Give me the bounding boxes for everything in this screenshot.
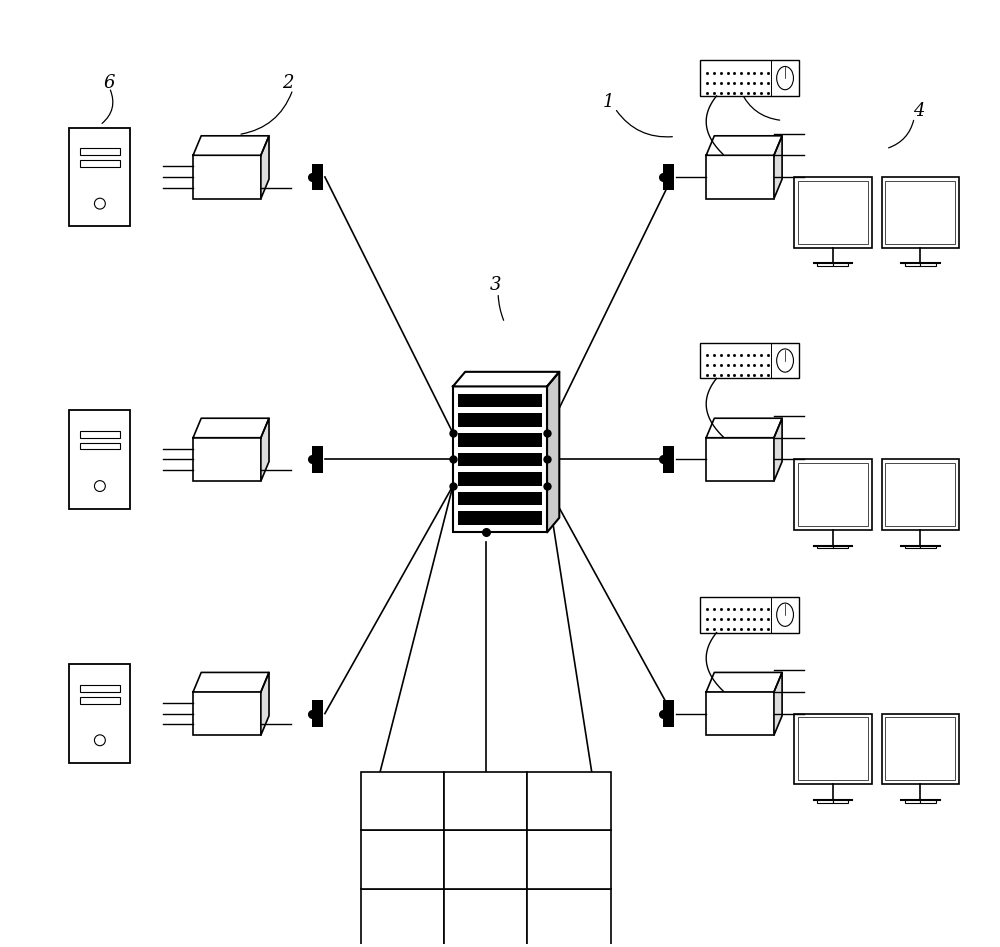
Bar: [527, 831, 611, 888]
Polygon shape: [193, 419, 269, 438]
Bar: [458, 453, 542, 466]
Bar: [905, 545, 920, 548]
Ellipse shape: [777, 66, 793, 90]
Bar: [361, 773, 444, 831]
Bar: [193, 438, 261, 481]
Bar: [444, 773, 527, 831]
Circle shape: [94, 735, 105, 745]
Bar: [69, 664, 130, 763]
Bar: [817, 545, 833, 548]
Bar: [193, 155, 261, 199]
Ellipse shape: [777, 603, 793, 626]
Bar: [80, 160, 120, 167]
Bar: [80, 442, 120, 450]
Bar: [794, 177, 872, 247]
Bar: [69, 410, 130, 509]
Bar: [700, 61, 799, 96]
Bar: [833, 799, 848, 802]
Bar: [444, 888, 527, 947]
Bar: [80, 697, 120, 704]
Bar: [80, 431, 120, 438]
Bar: [920, 263, 936, 266]
Text: 6: 6: [104, 74, 115, 92]
Bar: [700, 343, 799, 379]
Polygon shape: [774, 135, 782, 199]
Polygon shape: [453, 372, 559, 386]
Polygon shape: [261, 135, 269, 199]
Bar: [706, 155, 774, 199]
Bar: [905, 263, 920, 266]
Bar: [69, 128, 130, 226]
Bar: [361, 831, 444, 888]
Bar: [80, 149, 120, 155]
Bar: [700, 597, 799, 633]
Bar: [920, 545, 936, 548]
Polygon shape: [261, 419, 269, 481]
Polygon shape: [774, 419, 782, 481]
Bar: [794, 459, 872, 530]
Bar: [453, 386, 547, 532]
Circle shape: [94, 481, 105, 491]
Polygon shape: [774, 672, 782, 735]
Bar: [458, 473, 542, 486]
Bar: [458, 433, 542, 447]
Bar: [80, 685, 120, 692]
Bar: [458, 413, 542, 427]
Polygon shape: [193, 135, 269, 155]
Bar: [663, 446, 674, 473]
Bar: [458, 491, 542, 506]
Bar: [882, 714, 959, 784]
Bar: [444, 831, 527, 888]
Circle shape: [94, 198, 105, 209]
Polygon shape: [261, 672, 269, 735]
Polygon shape: [706, 135, 782, 155]
Bar: [817, 263, 833, 266]
Bar: [833, 263, 848, 266]
Bar: [905, 799, 920, 802]
Text: 2: 2: [282, 74, 294, 92]
Bar: [312, 701, 323, 726]
Bar: [312, 164, 323, 190]
Bar: [527, 773, 611, 831]
Bar: [885, 718, 955, 780]
Bar: [663, 164, 674, 190]
Text: 1: 1: [603, 93, 614, 111]
Bar: [833, 545, 848, 548]
Bar: [706, 438, 774, 481]
Bar: [798, 181, 868, 243]
Bar: [885, 181, 955, 243]
Polygon shape: [547, 372, 559, 532]
Bar: [663, 701, 674, 726]
Bar: [817, 799, 833, 802]
Text: 3: 3: [490, 277, 501, 295]
Ellipse shape: [777, 348, 793, 372]
Bar: [885, 463, 955, 527]
Bar: [798, 463, 868, 527]
Bar: [361, 888, 444, 947]
Polygon shape: [706, 672, 782, 692]
Polygon shape: [193, 672, 269, 692]
Bar: [882, 459, 959, 530]
Bar: [458, 394, 542, 407]
Bar: [527, 888, 611, 947]
Text: 5: 5: [720, 74, 732, 92]
Bar: [794, 714, 872, 784]
Bar: [882, 177, 959, 247]
Bar: [193, 692, 261, 735]
Polygon shape: [706, 419, 782, 438]
Text: 4: 4: [913, 102, 925, 120]
Bar: [706, 692, 774, 735]
Bar: [798, 718, 868, 780]
Bar: [920, 799, 936, 802]
Bar: [458, 511, 542, 525]
Bar: [312, 446, 323, 473]
